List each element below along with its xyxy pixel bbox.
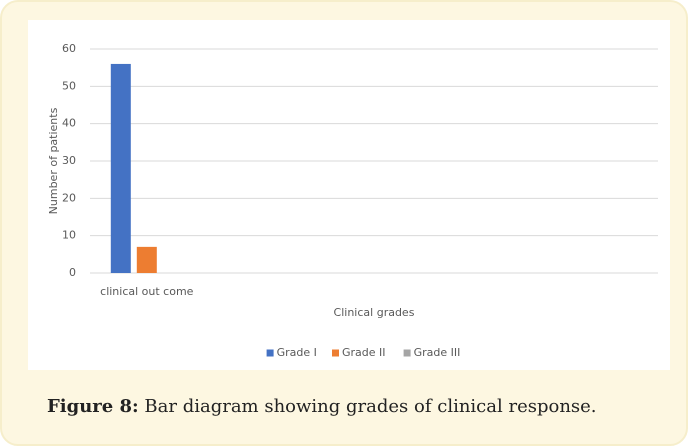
chart-area: [28, 20, 670, 370]
caption-text: Bar diagram showing grades of clinical r…: [144, 396, 597, 417]
legend-swatch: [403, 349, 411, 357]
legend-label: Grade I: [277, 346, 317, 359]
legend-swatch: [332, 349, 339, 357]
bar: [136, 246, 157, 273]
caption-label: Figure 8:: [47, 396, 139, 417]
caption: Figure 8: Bar diagram showing grades of …: [47, 396, 597, 417]
y-tick-label: 60: [62, 42, 76, 55]
y-tick-label: 50: [62, 79, 76, 92]
legend-label: Grade III: [414, 346, 461, 359]
y-axis-label: Number of patients: [47, 107, 60, 214]
y-tick-label: 10: [62, 229, 76, 242]
y-tick-label: 20: [62, 191, 76, 204]
x-tick-label: clinical out come: [100, 285, 194, 298]
legend-label: Grade II: [342, 346, 386, 359]
legend-swatch: [266, 349, 274, 357]
y-tick-label: 30: [62, 154, 76, 167]
bar: [110, 63, 131, 273]
y-tick-label: 40: [62, 117, 76, 130]
x-axis-label: Clinical grades: [334, 306, 415, 319]
y-tick-label: 0: [69, 266, 76, 279]
